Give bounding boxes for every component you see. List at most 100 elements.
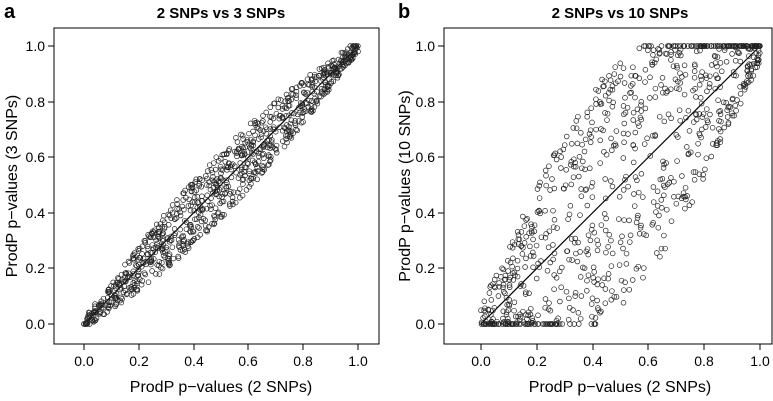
data-point — [691, 74, 698, 81]
data-point — [656, 113, 663, 120]
data-point — [246, 130, 252, 137]
data-point — [660, 89, 666, 96]
data-point — [612, 80, 619, 86]
data-point — [692, 63, 698, 69]
data-point — [732, 102, 739, 109]
data-point — [496, 280, 502, 286]
data-point — [511, 269, 518, 276]
data-point — [199, 197, 206, 204]
data-point — [106, 305, 112, 312]
data-point — [128, 284, 134, 290]
data-point — [180, 197, 186, 203]
data-point — [756, 57, 762, 63]
data-point — [714, 63, 720, 70]
data-point — [668, 49, 674, 55]
data-point — [640, 274, 646, 281]
data-point — [580, 158, 586, 165]
data-point — [712, 85, 718, 92]
data-point — [635, 120, 641, 126]
data-point — [621, 120, 628, 127]
data-point — [235, 145, 242, 152]
y-tick-label: 0.6 — [416, 149, 436, 165]
data-point — [260, 142, 267, 148]
data-point — [564, 248, 571, 254]
data-point — [602, 300, 609, 306]
data-point — [351, 49, 358, 56]
data-point — [112, 295, 119, 301]
data-point — [622, 279, 628, 286]
data-point — [169, 202, 176, 208]
data-point — [563, 288, 570, 295]
data-point — [185, 203, 192, 209]
data-point — [630, 64, 636, 70]
data-point — [506, 282, 513, 288]
data-point — [594, 297, 600, 304]
panel-b-y-ticks: 0.0 0.2 0.4 0.6 0.8 1.0 — [416, 38, 444, 332]
data-point — [656, 212, 662, 219]
data-point — [174, 197, 180, 203]
data-point — [118, 294, 124, 301]
data-point — [697, 132, 703, 138]
data-point — [219, 191, 226, 197]
data-point — [316, 66, 323, 72]
data-point — [551, 250, 558, 257]
data-point — [125, 258, 132, 265]
data-point — [661, 118, 668, 125]
data-point — [578, 193, 585, 199]
data-point — [617, 239, 624, 246]
data-point — [574, 258, 581, 265]
data-point — [294, 111, 301, 118]
data-point — [202, 217, 209, 224]
data-point — [624, 104, 631, 111]
data-point — [267, 126, 274, 132]
data-point — [661, 161, 667, 168]
data-point — [565, 216, 571, 222]
data-point — [298, 119, 305, 126]
data-point — [597, 309, 603, 316]
data-point — [655, 224, 662, 231]
data-point — [230, 201, 236, 208]
data-point — [609, 83, 616, 89]
data-point — [171, 216, 178, 222]
data-point — [563, 133, 570, 140]
data-point — [297, 100, 304, 106]
data-point — [542, 167, 549, 174]
data-point — [293, 92, 299, 99]
data-point — [618, 277, 625, 284]
data-point — [733, 107, 739, 114]
data-point — [199, 177, 205, 183]
data-point — [668, 57, 674, 63]
data-point — [589, 222, 596, 229]
data-point — [111, 283, 117, 289]
y-tick-label: 1.0 — [26, 38, 46, 54]
data-point — [629, 277, 636, 283]
data-point — [637, 114, 644, 121]
data-point — [253, 148, 260, 154]
data-point — [121, 283, 128, 290]
data-point — [524, 216, 530, 222]
data-point — [686, 202, 693, 209]
data-point — [673, 62, 680, 69]
data-point — [724, 114, 731, 120]
data-point — [691, 119, 697, 125]
data-point — [482, 318, 489, 324]
data-point — [267, 157, 274, 163]
data-point — [528, 305, 534, 312]
data-point — [153, 221, 160, 228]
data-point — [294, 127, 300, 134]
data-point — [588, 183, 595, 190]
data-point — [542, 208, 548, 214]
data-point — [555, 321, 561, 327]
data-point — [702, 124, 709, 130]
data-point — [721, 124, 727, 131]
data-point — [214, 175, 220, 182]
data-point — [248, 136, 254, 143]
data-point — [700, 43, 707, 49]
data-point — [233, 135, 239, 141]
data-point — [200, 216, 207, 222]
data-point — [589, 119, 595, 126]
data-point — [675, 78, 681, 85]
y-tick-label: 0.2 — [26, 260, 46, 276]
data-point — [717, 84, 723, 90]
data-point — [602, 227, 609, 234]
